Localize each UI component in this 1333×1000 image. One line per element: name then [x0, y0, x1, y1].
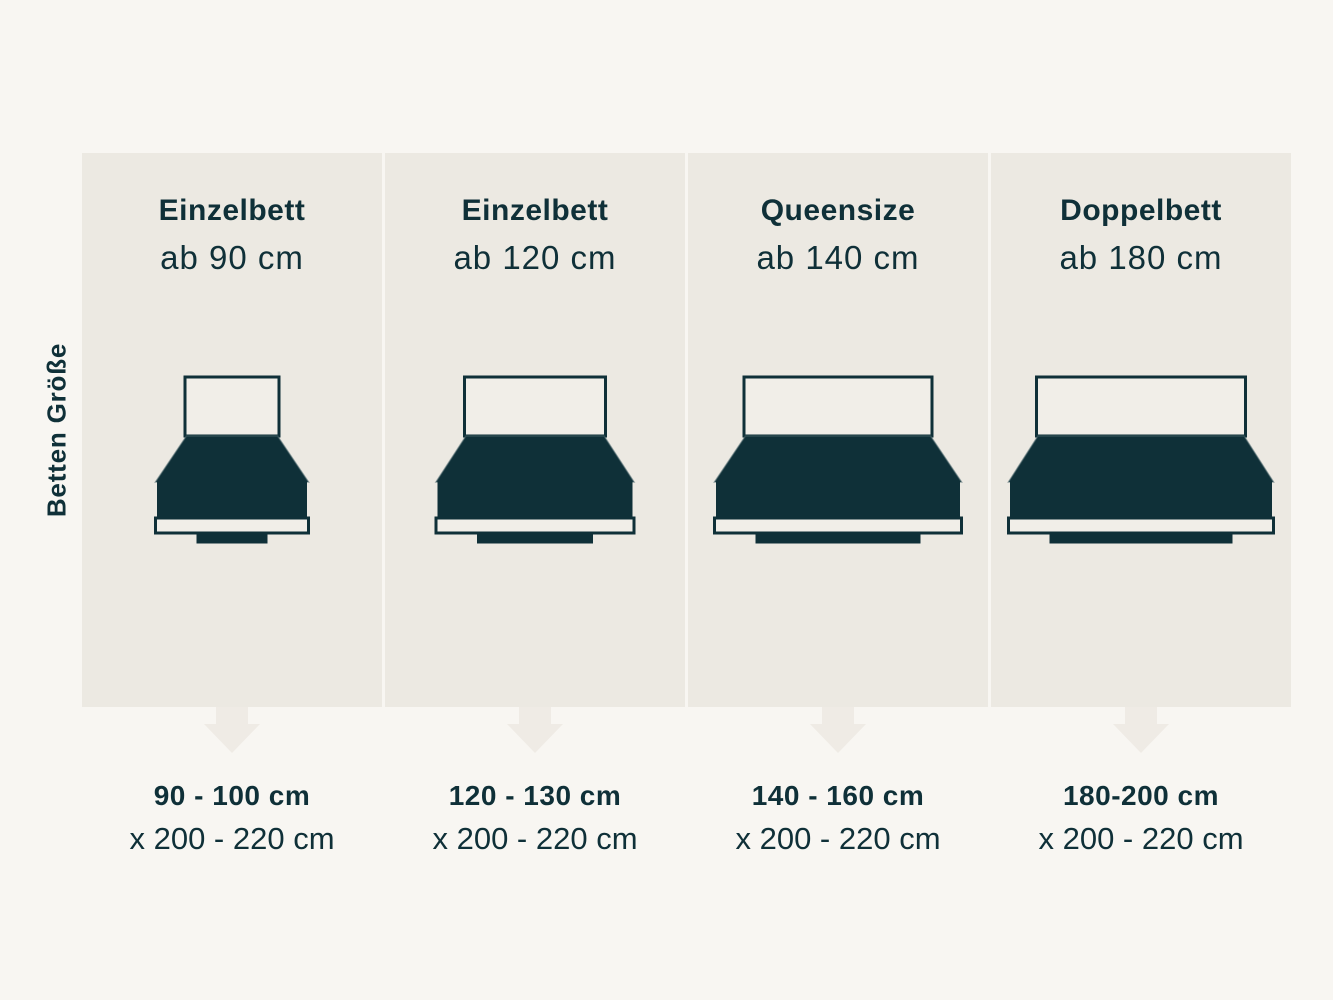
width-range-label: 120 - 130 cm	[448, 780, 622, 811]
column-queensize-140: Queensize ab 140 cm 140 - 160 cm x 200 -…	[688, 153, 988, 857]
bed-type-title: Einzelbett	[461, 194, 609, 227]
bed-panel: Queensize ab 140 cm	[688, 153, 988, 707]
length-range-label: x 200 - 220 cm	[432, 821, 638, 856]
width-range-label: 180-200 cm	[1062, 780, 1219, 811]
width-range-label: 140 - 160 cm	[751, 780, 925, 811]
column-doppelbett-180: Doppelbett ab 180 cm 180-200 cm x 200 - …	[991, 153, 1291, 857]
bed-min-width: ab 140 cm	[756, 239, 920, 276]
length-range-label: x 200 - 220 cm	[1038, 821, 1244, 856]
double-bed-icon	[1007, 375, 1275, 544]
bed-min-width: ab 90 cm	[160, 239, 304, 276]
bed-type-title: Einzelbett	[158, 194, 306, 227]
bed-min-width: ab 180 cm	[1059, 239, 1223, 276]
size-range: 180-200 cm x 200 - 220 cm	[1038, 780, 1243, 857]
column-einzelbett-90: Einzelbett ab 90 cm 90 - 100 cm x 200 - …	[82, 153, 382, 857]
size-range: 90 - 100 cm x 200 - 220 cm	[129, 780, 334, 857]
down-arrow-icon	[507, 707, 563, 753]
down-arrow-icon	[204, 707, 260, 753]
bed-panel: Einzelbett ab 120 cm	[385, 153, 685, 707]
column-einzelbett-120: Einzelbett ab 120 cm 120 - 130 cm x 200 …	[385, 153, 685, 857]
wide-single-bed-icon	[434, 375, 636, 544]
bed-panel: Doppelbett ab 180 cm	[991, 153, 1291, 707]
length-range-label: x 200 - 220 cm	[735, 821, 941, 856]
bed-min-width: ab 120 cm	[453, 239, 617, 276]
width-range-label: 90 - 100 cm	[153, 780, 311, 811]
length-range-label: x 200 - 220 cm	[129, 821, 335, 856]
size-range: 140 - 160 cm x 200 - 220 cm	[735, 780, 940, 857]
bed-type-title: Queensize	[760, 194, 916, 227]
single-bed-icon	[154, 375, 310, 544]
size-range: 120 - 130 cm x 200 - 220 cm	[432, 780, 637, 857]
down-arrow-icon	[810, 707, 866, 753]
bed-panel: Einzelbett ab 90 cm	[82, 153, 382, 707]
queensize-bed-icon	[713, 375, 963, 544]
down-arrow-icon	[1113, 707, 1169, 753]
vertical-axis-label: Betten Größe	[41, 342, 72, 518]
bed-type-title: Doppelbett	[1060, 194, 1222, 227]
